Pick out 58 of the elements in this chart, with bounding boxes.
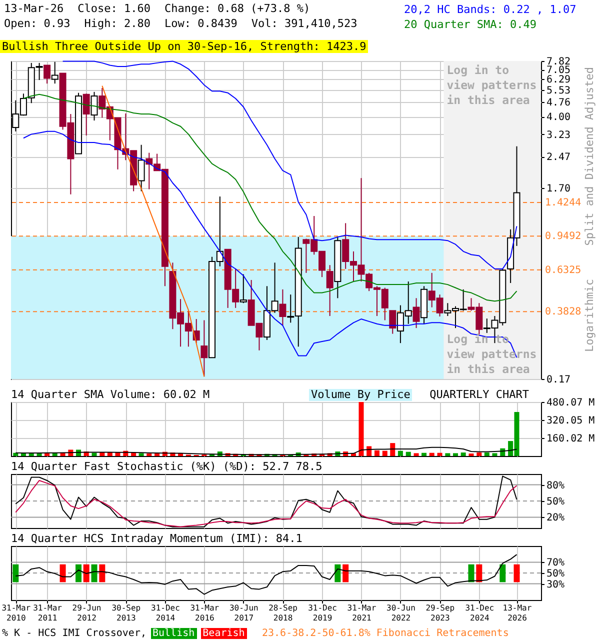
x-tick-label: 30-Sep 2013 xyxy=(112,604,141,622)
chart-title: 14 Quarter SMA Volume: 60.02 M xyxy=(11,388,210,401)
y-tick-label: 6.29 xyxy=(546,74,571,86)
text: 20,2 HC Bands: 0.22 , 1.07 xyxy=(404,2,576,17)
x-tick-label: 30-Jun 2022 xyxy=(386,604,416,622)
text: Close: 1.60 xyxy=(78,2,150,15)
chart-title: Bullish Three Outside Up on 30-Sep-16, Strength: 1423.9 xyxy=(0,40,368,53)
ref-line-label: 1.4244 xyxy=(545,197,582,208)
x-tick-label: 31-Dec 2014 xyxy=(151,604,180,622)
y-tick-label: 4.00 xyxy=(546,112,571,124)
y-tick-label: 7.05 xyxy=(546,65,571,76)
x-tick-label: 13-Mar 2026 xyxy=(502,604,532,622)
y-tick-label: 50% xyxy=(546,496,565,508)
x-tick-label: 28-Sep 2018 xyxy=(268,604,298,622)
x-tick-label: 31-Mar 2011 xyxy=(33,604,62,622)
y-tick-label: 50% xyxy=(546,568,565,580)
chart-title: 14 Quarter HCS Intraday Momentum (IMI): 84.1 xyxy=(11,532,302,545)
text: Volume By Price xyxy=(311,388,410,401)
x-tick-label: 30-Jun 2017 xyxy=(229,604,259,622)
x-tick-label: 31-Mar 2016 xyxy=(190,604,220,622)
x-tick-label: 31-Mar 2021 xyxy=(347,604,376,622)
text: QUARTERLY CHART xyxy=(430,388,530,401)
ref-line-label: 0.3828 xyxy=(545,306,582,318)
y-axis-title: Split and Dividend Adjusted xyxy=(583,66,596,246)
text: High: 2.80 xyxy=(84,17,150,30)
text: Logarithmic xyxy=(583,278,596,352)
y-tick-label: 30% xyxy=(546,579,565,590)
text: Change: 0.68 (+73.8 %) xyxy=(164,2,310,15)
y-tick-label: 0.17 xyxy=(546,374,571,386)
y-tick-label: 160.02 M xyxy=(546,434,595,444)
ref-line-label: 0.9492 xyxy=(545,231,582,242)
text: 13-Mar-26 xyxy=(4,2,64,15)
y-tick-label: 480.07 M xyxy=(546,398,595,408)
y-tick-label: 70% xyxy=(546,558,565,569)
text: Open: 0.93 xyxy=(4,17,70,30)
text: Vol: 391,410,523 xyxy=(251,17,358,30)
x-tick-label: 29-Jun 2012 xyxy=(72,604,102,622)
text: 23.6-38.2-50-61.8% Fibonacci Retracements xyxy=(262,628,509,639)
y-tick-label: 5.53 xyxy=(546,85,571,96)
text: Bearish xyxy=(200,628,247,639)
x-tick-label: 31-Dec 2024 xyxy=(465,604,494,622)
text: Bullish xyxy=(150,628,197,639)
y-tick-label: 80% xyxy=(546,480,565,492)
x-tick-label: 31-Mar 2010 xyxy=(2,604,31,622)
y-tick-label: 1.70 xyxy=(546,183,571,194)
y-tick-label: 320.05 M xyxy=(546,416,595,426)
ref-line-label: 0.6325 xyxy=(545,264,582,276)
text: Low: 0.8439 xyxy=(164,17,238,30)
y-tick-label: 20% xyxy=(546,512,565,524)
y-tick-label: 2.47 xyxy=(546,152,571,164)
text: 20 Quarter SMA: 0.49 xyxy=(404,17,538,32)
annotation: Log in to view patterns in this area xyxy=(446,63,537,107)
y-tick-label: 4.76 xyxy=(546,98,571,109)
legend-title: % K - HCS IMI Crossover, xyxy=(2,628,146,639)
chart-title: 14 Quarter Fast Stochastic (%K) (%D): 52.7 78.5 xyxy=(11,460,322,473)
y-tick-label: 3.23 xyxy=(546,130,571,141)
x-tick-label: 29-Sep 2023 xyxy=(426,604,455,622)
x-tick-label: 31-Dec 2019 xyxy=(308,604,338,622)
